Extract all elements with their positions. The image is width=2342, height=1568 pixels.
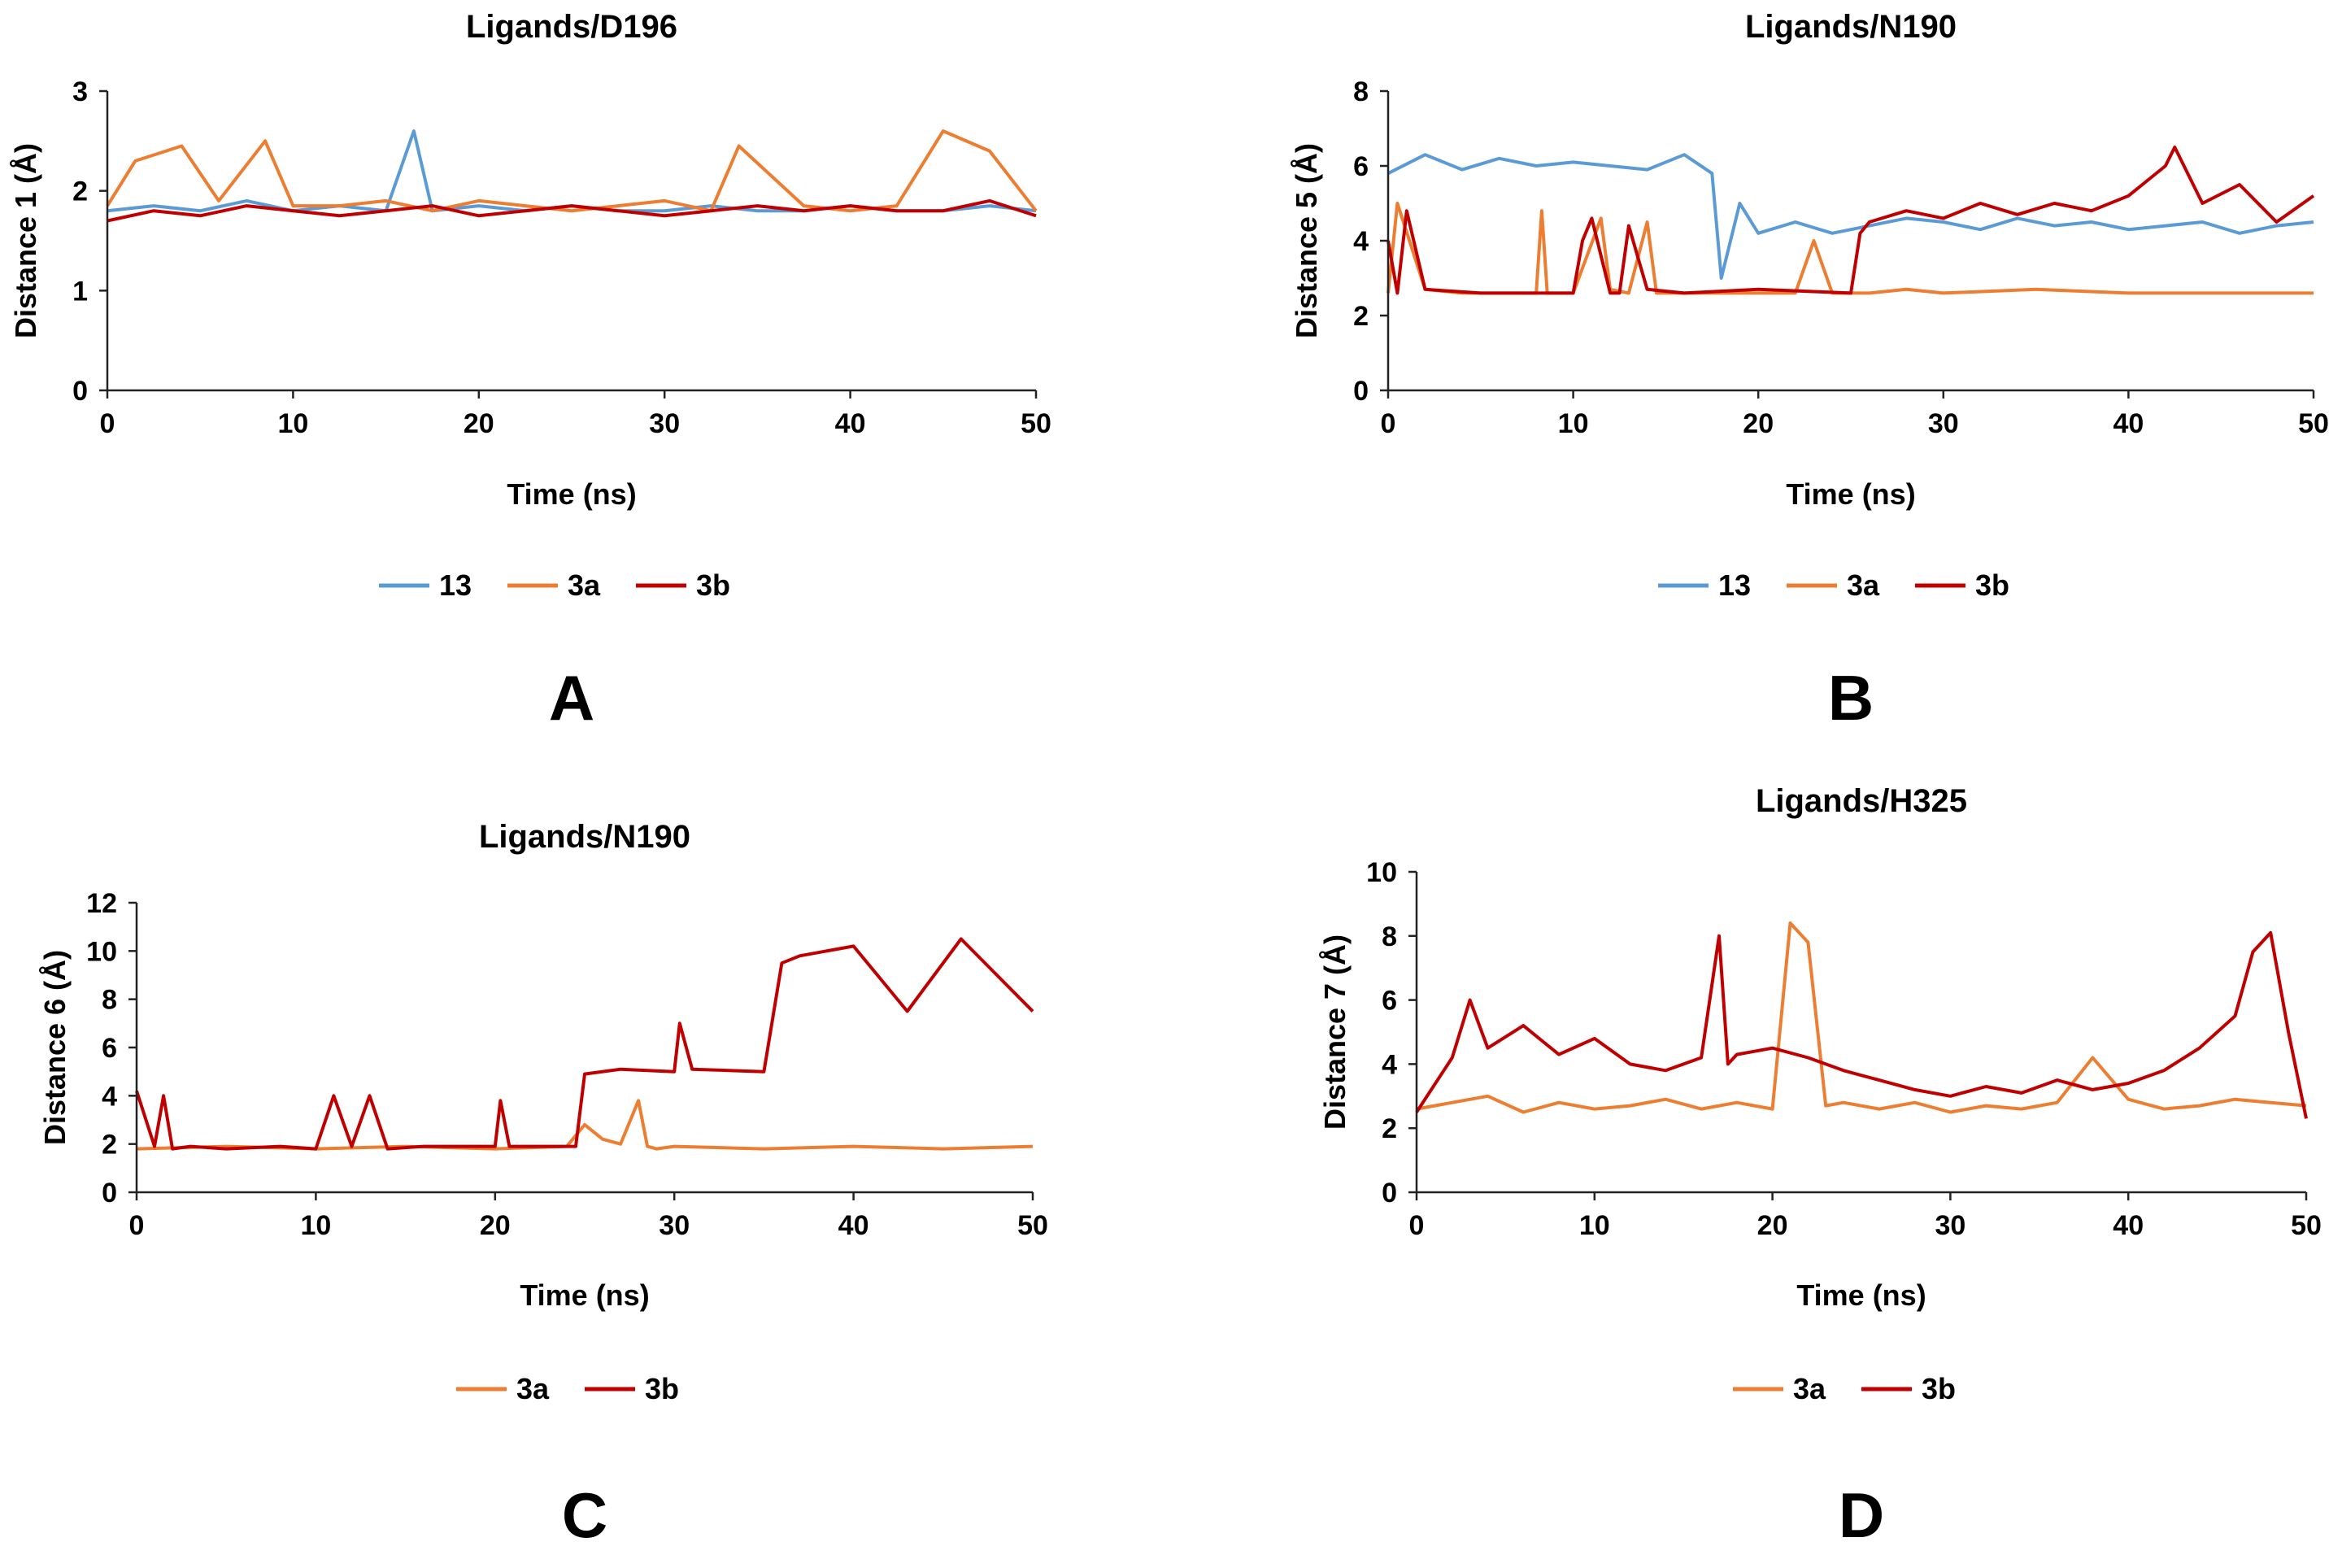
y-tick-label: 10 — [1366, 857, 1397, 888]
legend-item-3b: 3b — [1915, 568, 2009, 602]
x-tick-label: 10 — [1579, 1210, 1610, 1241]
x-axis-label: Time (ns) — [520, 1278, 649, 1312]
x-tick-label: 40 — [2113, 1210, 2144, 1241]
x-tick-label: 30 — [659, 1210, 690, 1241]
y-tick-label: 6 — [1353, 151, 1369, 182]
legend-label: 3a — [568, 568, 601, 602]
chart-panel-c: Ligands/N190 0 2 4 6 8 10 12 0 10 20 30 40 50 Time (ns… — [38, 819, 1048, 1551]
x-tick-label: 0 — [1409, 1210, 1425, 1241]
x-tick-label: 50 — [2298, 408, 2329, 439]
x-axis-label: Time (ns) — [507, 477, 636, 511]
y-tick-label: 2 — [1353, 301, 1369, 332]
legend-item-3a: 3a — [456, 1372, 550, 1405]
legend-label: 3b — [1975, 568, 2009, 602]
panel-letter: B — [1828, 662, 1874, 734]
legend-label: 3a — [1793, 1372, 1826, 1405]
x-axis-label: Time (ns) — [1786, 477, 1915, 511]
x-tick-label: 40 — [838, 1210, 869, 1241]
x-tick-label: 50 — [2291, 1210, 2322, 1241]
y-tick-label: 4 — [102, 1081, 117, 1112]
panel-letter: A — [549, 662, 594, 734]
chart-title: Ligands/D196 — [466, 9, 677, 45]
y-axis-label: Distance 1 (Å) — [9, 143, 42, 338]
x-tick-label: 40 — [2113, 408, 2144, 439]
series-line-3b — [1415, 930, 2308, 1119]
x-tick-label: 10 — [277, 408, 308, 439]
x-tick-label: 50 — [1017, 1210, 1048, 1241]
series-line-3b — [135, 937, 1034, 1151]
x-tick-label: 20 — [1757, 1210, 1788, 1241]
chart-title: Ligands/N190 — [479, 819, 690, 855]
y-tick-label: 6 — [1382, 986, 1397, 1017]
series-line-3a — [106, 129, 1038, 213]
y-tick-label: 8 — [1382, 921, 1397, 952]
y-tick-label: 0 — [1353, 376, 1369, 407]
y-axis-label: Distance 6 (Å) — [38, 950, 72, 1145]
legend-item-3b: 3b — [1861, 1372, 1956, 1405]
legend-item-13: 13 — [1658, 568, 1751, 602]
legend-item-3a: 3a — [507, 568, 601, 602]
legend-label: 13 — [439, 568, 472, 602]
series-line-3a — [1386, 202, 2314, 295]
chart-title: Ligands/N190 — [1745, 9, 1957, 45]
legend-label: 3a — [1847, 568, 1880, 602]
y-tick-label: 2 — [1382, 1113, 1397, 1144]
x-axis-label: Time (ns) — [1796, 1278, 1926, 1312]
series-line-3b — [1386, 146, 2315, 295]
legend-label: 3b — [645, 1372, 679, 1405]
x-tick-label: 20 — [480, 1210, 511, 1241]
panel-letter: D — [1839, 1479, 1884, 1551]
x-tick-label: 40 — [835, 408, 866, 439]
chart-panel-b: Ligands/N190 0 2 4 6 8 0 10 20 30 40 50 Time (ns) Dis… — [1290, 9, 2329, 734]
x-tick-label: 30 — [1928, 408, 1959, 439]
chart-panel-d: Ligands/H325 0 2 4 6 8 10 0 10 20 30 40 50 Time (ns) D… — [1318, 783, 2322, 1551]
y-tick-label: 6 — [102, 1033, 117, 1064]
series-line-13 — [1387, 153, 2314, 280]
legend-item-3b: 3b — [636, 568, 730, 602]
x-tick-label: 20 — [464, 408, 494, 439]
y-tick-label: 8 — [1353, 76, 1369, 107]
y-tick-label: 2 — [72, 176, 88, 207]
y-tick-label: 2 — [102, 1130, 117, 1161]
legend-label: 3a — [516, 1372, 550, 1405]
panel-letter: C — [562, 1479, 607, 1551]
y-tick-label: 0 — [72, 376, 88, 407]
legend-item-3a: 3a — [1733, 1372, 1826, 1405]
y-tick-label: 10 — [86, 936, 117, 967]
x-tick-label: 30 — [649, 408, 680, 439]
legend-label: 3b — [696, 568, 730, 602]
series-line-13 — [107, 129, 1037, 213]
y-axis-label: Distance 5 (Å) — [1290, 143, 1323, 338]
x-tick-label: 0 — [1381, 408, 1396, 439]
legend-item-3a: 3a — [1787, 568, 1880, 602]
x-tick-label: 50 — [1021, 408, 1051, 439]
y-tick-label: 3 — [72, 76, 88, 107]
y-axis-label: Distance 7 (Å) — [1318, 934, 1352, 1130]
y-tick-label: 8 — [102, 985, 117, 1016]
legend-item-13: 13 — [379, 568, 472, 602]
legend-label: 3b — [1922, 1372, 1956, 1405]
chart-title: Ligands/H325 — [1756, 783, 1967, 819]
x-tick-label: 20 — [1743, 408, 1774, 439]
y-tick-label: 0 — [1382, 1178, 1397, 1209]
series-line-3a — [136, 1099, 1034, 1151]
x-tick-label: 10 — [1558, 408, 1589, 439]
series-line-3b — [107, 198, 1037, 223]
y-tick-label: 1 — [72, 276, 88, 307]
x-tick-label: 0 — [129, 1210, 145, 1241]
y-tick-label: 4 — [1382, 1049, 1397, 1080]
x-tick-label: 30 — [1935, 1210, 1965, 1241]
x-tick-label: 0 — [100, 408, 115, 439]
x-tick-label: 10 — [300, 1210, 331, 1241]
y-tick-label: 4 — [1353, 226, 1369, 257]
legend-item-3b: 3b — [585, 1372, 679, 1405]
series-line-3a — [1416, 921, 2307, 1114]
y-tick-label: 0 — [102, 1178, 117, 1209]
legend-label: 13 — [1718, 568, 1751, 602]
y-tick-label: 12 — [86, 888, 117, 919]
